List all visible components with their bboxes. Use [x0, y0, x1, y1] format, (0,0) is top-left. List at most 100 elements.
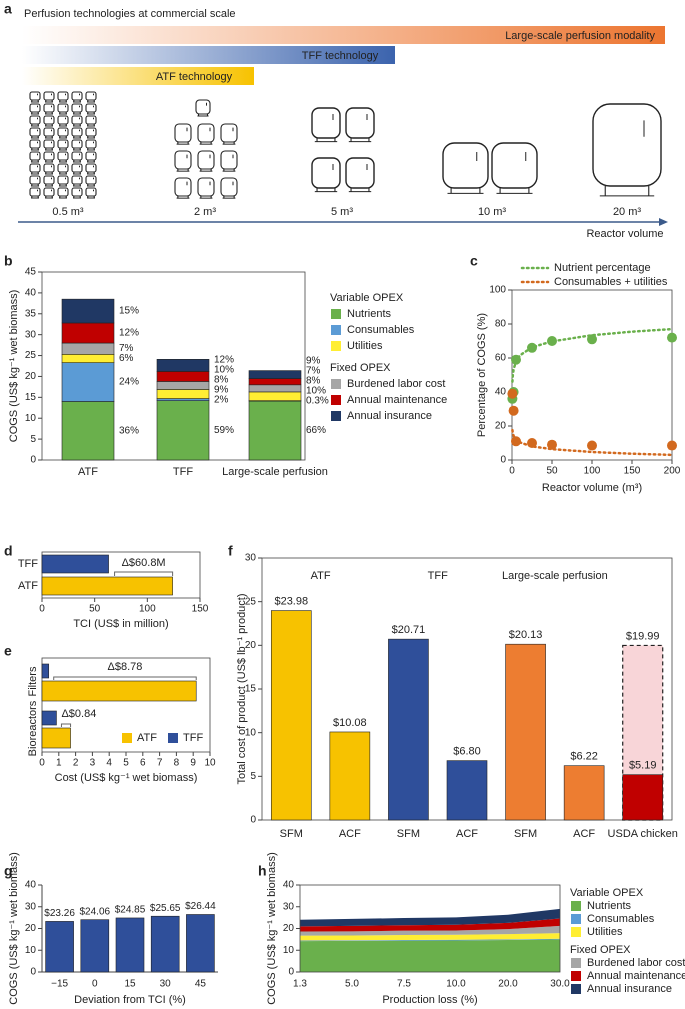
x-tick-label: 45: [195, 979, 207, 990]
data-point: [527, 342, 537, 353]
x-tick-label: 0: [509, 466, 515, 477]
legend-swatch: [122, 733, 132, 743]
bar: [150, 915, 180, 973]
legend-label: Nutrient percentage: [554, 262, 651, 274]
x-tick-label: TFF: [173, 466, 193, 478]
reactor-vessel: [85, 151, 97, 161]
y-tick-label: 35: [25, 308, 37, 319]
y-tick-label: 25: [245, 596, 257, 607]
segment-label: 66%: [306, 425, 326, 436]
y-tick-label: 30: [245, 553, 257, 564]
technology-label: TFF technology: [302, 50, 379, 62]
volume-label: 10 m³: [478, 206, 506, 218]
legend-group-title: Fixed OPEX: [330, 362, 391, 374]
x-tick-label: ATF: [78, 466, 98, 478]
legend-swatch: [331, 309, 341, 319]
x-tick-label: 15: [124, 979, 136, 990]
bar: [80, 919, 110, 973]
y-tick-label: 15: [25, 392, 37, 403]
x-tick-label: ACF: [573, 828, 595, 840]
volume-axis-label: Reactor volume: [586, 228, 663, 240]
legend-label: Nutrients: [587, 900, 632, 912]
panel-label: d: [4, 543, 13, 559]
area: [300, 933, 560, 941]
reactor-vessel: [57, 115, 69, 125]
legend-swatch: [331, 395, 341, 405]
y-tick-label: 20: [25, 371, 37, 382]
bar: [41, 727, 71, 749]
technology-bar: [22, 67, 254, 85]
bar-segment: [156, 400, 210, 461]
reactor-vessel: [345, 107, 375, 139]
value-label: $6.22: [570, 751, 598, 763]
x-tick-label: 10: [204, 758, 216, 769]
bar-segment: [61, 354, 115, 363]
bar-segment: [248, 400, 302, 461]
bar: [329, 731, 371, 821]
data-point: [511, 354, 521, 365]
panel-label: g: [4, 863, 13, 879]
x-tick-label: 1: [56, 758, 62, 769]
bar: [41, 680, 197, 702]
reactor-vessel: [71, 103, 83, 113]
group-label: TFF: [428, 570, 448, 582]
segment-label: 9%: [306, 356, 321, 367]
reactor-vessel: [197, 177, 215, 197]
bar: [563, 765, 605, 821]
x-tick-label: 150: [192, 604, 209, 615]
technology-bar: [22, 46, 395, 64]
bar: [115, 917, 145, 973]
panel-label: b: [4, 253, 13, 269]
panel-label: e: [4, 643, 12, 659]
bar: [388, 638, 429, 821]
y-tick-label: 40: [25, 288, 37, 299]
reactor-vessel: [311, 157, 341, 189]
value-label: $20.13: [509, 629, 543, 641]
segment-label: 59%: [214, 425, 234, 436]
x-tick-label: 50: [89, 604, 101, 615]
segment-label: 0.3%: [306, 396, 329, 407]
reactor-vessel: [43, 151, 55, 161]
y-tick-label: TFF: [18, 558, 38, 570]
reactor-vessel: [197, 123, 215, 143]
delta-bracket: [53, 676, 197, 680]
y-axis-label: Total cost of product (US$ lb⁻¹ product): [236, 593, 248, 784]
legend-label: Annual insurance: [587, 983, 672, 995]
technology-bar: [22, 26, 665, 44]
reactor-vessel: [491, 142, 538, 189]
y-tick-label: ATF: [18, 580, 38, 592]
x-tick-label: 0: [39, 758, 45, 769]
legend-swatch: [571, 984, 581, 994]
data-point: [527, 438, 537, 448]
panel-label: a: [4, 1, 12, 17]
reactor-vessel: [85, 103, 97, 113]
segment-label: 9%: [214, 384, 229, 395]
value-label: $23.26: [44, 908, 75, 919]
legend-swatch: [571, 914, 581, 924]
segment-label: 8%: [214, 374, 229, 385]
x-tick-label: 0: [39, 604, 45, 615]
y-tick-label: 40: [25, 880, 37, 891]
segment-label: 24%: [119, 377, 139, 388]
reactor-vessel: [43, 103, 55, 113]
reactor-vessel: [197, 150, 215, 170]
x-tick-label: 3: [90, 758, 96, 769]
reactor-vessel: [29, 115, 41, 125]
reactor-vessel: [220, 123, 238, 143]
legend-label: Annual insurance: [347, 410, 432, 422]
reactor-vessel: [345, 157, 375, 189]
data-point: [507, 388, 518, 399]
volume-label: 5 m³: [331, 206, 353, 218]
bar: [45, 921, 74, 973]
reactor-vessel: [85, 187, 97, 197]
legend-label: ATF: [137, 732, 157, 744]
x-axis-label: Cost (US$ kg⁻¹ wet biomass): [55, 772, 198, 784]
x-tick-label: 2: [73, 758, 79, 769]
reactor-vessel: [29, 127, 41, 137]
y-tick-label: 5: [250, 771, 256, 782]
reactor-vessel: [592, 103, 662, 187]
bar-segment: [61, 401, 115, 461]
x-tick-label: ACF: [339, 828, 361, 840]
x-tick-label: 5: [123, 758, 129, 769]
